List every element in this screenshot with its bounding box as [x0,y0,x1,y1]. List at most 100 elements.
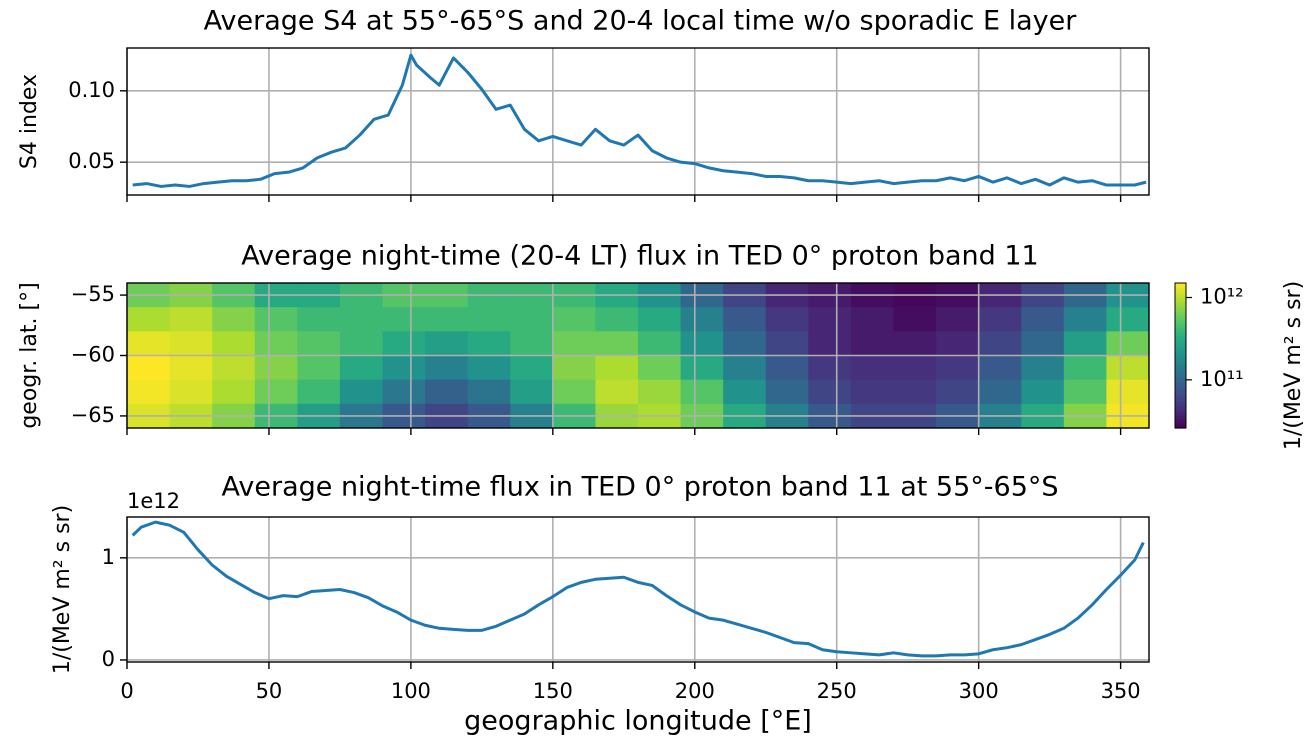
panel-title: Average night-time (20-4 LT) flux in TED… [241,241,1038,272]
heatmap-cell [893,307,937,332]
heatmap-cell [552,355,596,381]
heatmap-cell [595,331,639,356]
heatmap-cell [1106,331,1150,356]
colorbar-segment [1175,365,1186,369]
colorbar-segment [1175,307,1186,311]
heatmap-cell [254,331,298,356]
heatmap-cell [510,331,554,356]
heatmap-cell [552,331,596,356]
y-axis-label: S4 index [17,74,42,169]
colorbar-segment [1175,377,1186,381]
colorbar-segment [1175,314,1186,318]
colorbar-segment [1175,389,1186,393]
heatmap-cell [808,379,852,405]
y-axis-label: 1/(MeV m² s sr) [50,505,75,674]
colorbar-segment [1175,411,1186,415]
heatmap-cell [425,379,469,405]
colorbar-segment [1175,338,1186,342]
heatmap-cell [638,379,682,405]
heatmap-cell [1106,307,1150,332]
heatmap-cell [339,355,383,381]
y-axis-label: geogr. lat. [°] [17,282,42,428]
colorbar-segment [1175,290,1186,294]
colorbar-segment [1175,415,1186,419]
colorbar-frame [1174,282,1187,429]
colorbar-segment [1175,302,1186,306]
colorbar-segment [1175,316,1186,320]
colorbar-segment [1175,333,1186,337]
colorbar-segment [1175,292,1186,296]
colorbar-segment [1175,386,1186,390]
heatmap-cell [169,307,213,332]
colorbar-segment [1175,418,1186,422]
heatmap-cell [1063,355,1107,381]
heatmap-cell [978,379,1022,405]
x-tick-label: 200 [675,679,715,703]
heatmap-cell [595,379,639,405]
heatmap-cell [936,355,980,381]
colorbar-tick-label: 10¹¹ [1200,367,1244,391]
heatmap-cell [936,331,980,356]
heatmap-cell [850,379,894,405]
heatmap-cell [510,355,554,381]
x-tick-label: 350 [1101,679,1141,703]
heatmap-cell [212,307,256,332]
y-tick-label: −60 [71,343,115,367]
colorbar-segment [1175,425,1186,429]
heatmap-cell [893,379,937,405]
heatmap-cell [297,307,341,332]
heatmap-cell [127,379,171,405]
y-tick-label: 1 [102,545,115,569]
colorbar-segment [1175,396,1186,400]
heatmap-cell [723,331,767,356]
heatmap-cell [169,379,213,405]
colorbar-segment [1175,399,1186,403]
heatmap-cell [212,379,256,405]
colorbar-segment [1175,367,1186,371]
heatmap-cell [382,331,426,356]
x-tick-label: 0 [120,679,133,703]
heatmap-cell [765,307,809,332]
heatmap-cell [169,331,213,356]
y-tick-label: 0 [102,647,115,671]
colorbar-segment [1175,345,1186,349]
heatmap-cell [638,307,682,332]
colorbar-segment [1175,357,1186,361]
heatmap-cell [467,379,511,405]
axes-frame [126,282,1150,429]
colorbar-segment [1175,360,1186,364]
colorbar-segment [1175,312,1186,316]
x-axis-label: geographic longitude [°E] [464,706,812,737]
colorbar-segment [1175,343,1186,347]
x-tick-label: 300 [959,679,999,703]
colorbar-segment [1175,355,1186,359]
heatmap-cell [467,355,511,381]
colorbar-segment [1175,379,1186,383]
y-offset-text: 1e12 [127,489,180,513]
data-line [131,520,1145,658]
heatmap-cell [254,355,298,381]
colorbar-segment [1175,401,1186,405]
heatmap-cell [425,307,469,332]
colorbar-segment [1175,336,1186,340]
heatmap-cell [552,307,596,332]
heatmap-cell [1063,307,1107,332]
heatmap-cell [723,307,767,332]
colorbar-segment [1175,423,1186,427]
heatmap-cell [680,331,724,356]
colorbar-segment [1175,319,1186,323]
axes-frame [126,47,1150,196]
y-tick-label: −65 [71,403,115,427]
heatmap-cell [382,379,426,405]
heatmap-cell [382,355,426,381]
heatmap-cell [1063,379,1107,405]
colorbar-segment [1175,403,1186,407]
heatmap-cell [595,307,639,332]
heatmap-cell [808,355,852,381]
heatmap-cell [638,355,682,381]
heatmap-cell [339,307,383,332]
colorbar-segment [1175,321,1186,325]
heatmap-cell [765,379,809,405]
colorbar-segment [1175,326,1186,330]
heatmap-cell [723,355,767,381]
